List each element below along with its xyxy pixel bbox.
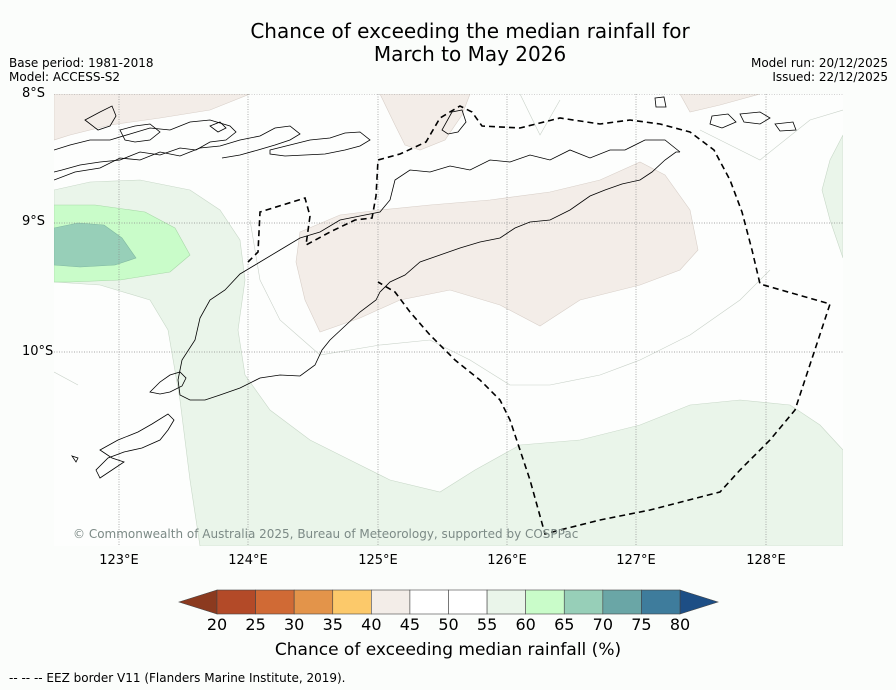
meta-right: Model run: 20/12/2025 Issued: 22/12/2025 [751, 56, 888, 84]
colorbar-label: Chance of exceeding median rainfall (%) [274, 640, 622, 660]
region-40-45-central-north [379, 94, 471, 151]
colorbar-tick-label: 40 [361, 615, 382, 634]
colorbar-tick-label: 55 [476, 615, 498, 634]
region-55-60-west [54, 179, 843, 546]
colorbar-tick-label: 50 [438, 615, 459, 634]
colorbar-segment [409, 589, 449, 615]
lat-label-9s: 9°S [22, 214, 46, 229]
lon-label-124e: 124°E [228, 553, 268, 568]
colorbar-tick-label: 65 [554, 615, 575, 634]
colorbar-segment [525, 589, 565, 615]
lat-label-8s: 8°S [22, 86, 46, 101]
colorbar-segment [448, 589, 488, 615]
colorbar-tick-label: 25 [245, 615, 266, 634]
coast-northeast-3 [774, 121, 797, 132]
colorbar-tick-label: 35 [322, 615, 343, 634]
colorbar-tick-label: 45 [399, 615, 421, 634]
colorbar-segment [332, 589, 372, 615]
base-period: Base period: 1981-2018 [9, 56, 154, 70]
colorbar-segment [641, 589, 681, 615]
colorbar-low-extension [178, 589, 218, 615]
colorbar-segment [602, 589, 642, 615]
region-40-45-north [54, 94, 251, 141]
colorbar-segment [293, 589, 334, 615]
eez-footnote: -- -- -- EEZ border V11 (Flanders Marine… [9, 671, 346, 685]
map-area [54, 94, 843, 546]
issued-date: Issued: 22/12/2025 [772, 70, 888, 84]
colorbar-segment [486, 589, 526, 615]
colorbar-tick-label: 30 [283, 615, 305, 634]
coast-flores-north [54, 119, 237, 173]
colorbar-tick-label: 80 [669, 615, 691, 634]
coast-islet-2 [441, 109, 467, 135]
coastlines [54, 96, 797, 479]
colorbar-segment [563, 589, 604, 615]
coast-rote [149, 371, 187, 395]
lon-label-125e: 125°E [358, 553, 398, 568]
title-line-2: March to May 2026 [373, 42, 567, 66]
colorbar-tick-label: 60 [515, 615, 536, 634]
chart-title: Chance of exceeding the median rainfall … [0, 20, 896, 66]
colorbar-segment [255, 589, 295, 615]
contour-line-1 [54, 371, 79, 386]
meta-left: Base period: 1981-2018 Model: ACCESS-S2 [9, 56, 154, 84]
copyright-notice: © Commonwealth of Australia 2025, Bureau… [73, 527, 579, 541]
contour-line-3 [519, 94, 561, 136]
coast-solor [119, 123, 161, 143]
lon-label-127e: 127°E [616, 553, 656, 568]
colorbar-tick-label: 70 [592, 615, 613, 634]
model-run: Model run: 20/12/2025 [750, 56, 888, 70]
colorbar-segment [216, 589, 256, 615]
colorbar-segment [371, 589, 411, 615]
eez-border [247, 105, 832, 535]
lat-label-10s: 10°S [22, 344, 54, 359]
contour-line-4 [699, 109, 843, 161]
region-65-70 [54, 222, 137, 268]
region-55-60-east [821, 134, 843, 259]
colorbar-high-extension [679, 589, 719, 615]
coast-islet-1 [209, 121, 227, 133]
coast-islet-west [71, 455, 79, 463]
lon-label-128e: 128°E [746, 553, 786, 568]
coast-sabu [95, 413, 175, 479]
title-line-1: Chance of exceeding the median rainfall … [250, 19, 690, 43]
region-40-45-central [295, 161, 699, 333]
colorbar [178, 589, 719, 615]
coast-alor-west [84, 105, 117, 131]
coast-alor [269, 131, 371, 157]
colorbar-tick-label: 75 [631, 615, 652, 634]
coast-timor [177, 139, 681, 401]
coast-wetar-islet [654, 96, 667, 108]
coast-northeast-2 [739, 111, 771, 125]
contour-line-2 [249, 219, 771, 386]
lon-label-123e: 123°E [99, 553, 139, 568]
coast-flores-east [54, 125, 301, 181]
coast-northeast-1 [709, 113, 737, 129]
lon-label-126e: 126°E [487, 553, 527, 568]
model-name: Model: ACCESS-S2 [9, 70, 121, 84]
region-40-45-northeast [679, 94, 761, 113]
colorbar-tick-label: 20 [206, 615, 228, 634]
